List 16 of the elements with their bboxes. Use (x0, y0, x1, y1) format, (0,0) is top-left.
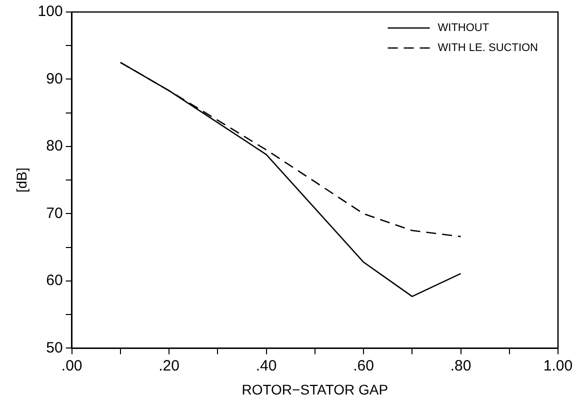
x-axis-title: ROTOR−STATOR GAP (242, 381, 388, 398)
y-tick-label: 100 (38, 3, 63, 20)
x-tick-label: .40 (256, 357, 277, 374)
legend-label: WITHOUT (438, 22, 490, 34)
y-tick-label: 70 (46, 204, 63, 222)
legend-label: WITH LE. SUCTION (438, 42, 538, 54)
x-tick-label: .00 (61, 357, 82, 374)
y-tick-label: 80 (46, 138, 63, 155)
x-tick-label: .20 (158, 357, 180, 374)
y-axis-title: [dB] (13, 168, 30, 193)
x-tick-label: .80 (450, 357, 472, 374)
x-tick-label: 1.00 (543, 357, 573, 374)
x-tick-label: .60 (353, 357, 374, 374)
y-tick-label: 90 (46, 70, 63, 88)
y-tick-label: 60 (46, 272, 63, 290)
y-tick-label: 50 (46, 339, 63, 356)
